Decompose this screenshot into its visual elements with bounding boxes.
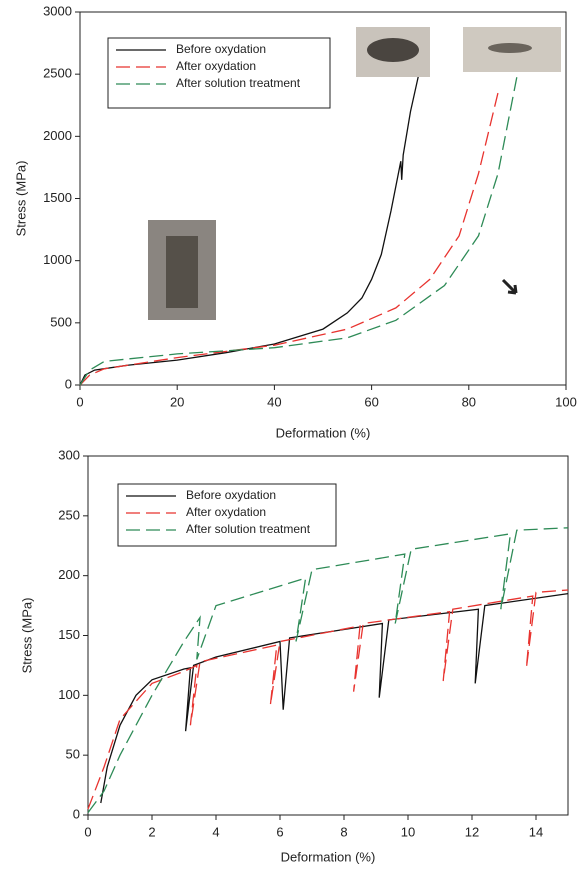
y-tick-label: 300 — [58, 447, 80, 462]
y-tick-label: 1500 — [43, 190, 72, 205]
legend-box — [117, 483, 337, 547]
x-tick-label: 4 — [212, 824, 219, 839]
y-tick-label: 150 — [58, 627, 80, 642]
x-axis-label: Deformation (%) — [281, 849, 376, 864]
legend: Before oxydation After oxydation After sol… — [107, 37, 331, 109]
legend-label: Before oxydation — [186, 488, 276, 502]
legend-label: Before oxydation — [176, 42, 266, 56]
x-tick-label: 8 — [340, 824, 347, 839]
x-tick-label: 100 — [555, 394, 577, 409]
y-tick-label: 250 — [58, 507, 80, 522]
series-line — [79, 67, 421, 386]
legend-label: After oxydation — [176, 59, 256, 73]
legend-label: After oxydation — [186, 505, 266, 519]
photo-disk — [367, 38, 419, 62]
y-tick-label: 2000 — [43, 128, 72, 143]
legend: Before oxydation After oxydation After sol… — [117, 483, 337, 547]
y-tick-label: 3000 — [43, 3, 72, 18]
series-line — [100, 592, 569, 804]
x-axis-label: Deformation (%) — [276, 425, 371, 440]
series-line — [87, 589, 569, 810]
y-tick-label: 1000 — [43, 252, 72, 267]
y-tick-label: 200 — [58, 567, 80, 582]
x-tick-label: 10 — [401, 824, 415, 839]
x-tick-label: 0 — [76, 394, 83, 409]
y-tick-label: 50 — [66, 747, 80, 762]
x-tick-label: 0 — [84, 824, 91, 839]
photo-cylinder — [166, 236, 198, 308]
y-tick-label: 0 — [65, 376, 72, 391]
arrow — [501, 278, 518, 295]
y-tick-label: 2500 — [43, 66, 72, 81]
photo-powder — [488, 43, 532, 53]
y-axis-label: Stress (MPa) — [13, 161, 28, 237]
x-tick-label: 14 — [529, 824, 543, 839]
legend-label: After solution treatment — [176, 76, 301, 90]
x-tick-label: 40 — [267, 394, 281, 409]
legend-label: After solution treatment — [186, 522, 311, 536]
x-tick-label: 2 — [148, 824, 155, 839]
y-tick-label: 100 — [58, 687, 80, 702]
y-tick-label: 500 — [50, 314, 72, 329]
x-tick-label: 6 — [276, 824, 283, 839]
x-tick-label: 12 — [465, 824, 479, 839]
y-axis-label: Stress (MPa) — [19, 598, 34, 674]
series-line — [79, 92, 499, 386]
series-line — [79, 74, 519, 386]
y-tick-label: 0 — [73, 806, 80, 821]
series-line — [87, 527, 569, 813]
photo-group — [148, 27, 561, 320]
x-tick-label: 60 — [364, 394, 378, 409]
x-tick-label: 80 — [462, 394, 476, 409]
x-tick-label: 20 — [170, 394, 184, 409]
